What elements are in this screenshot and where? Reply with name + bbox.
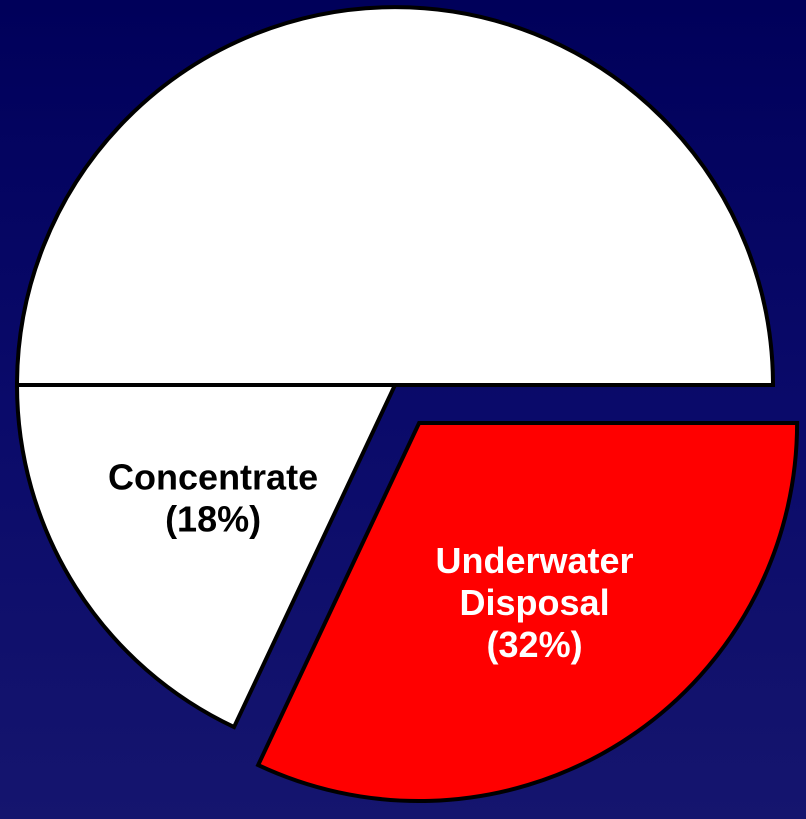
slice-label-value: (18%) [165, 498, 261, 539]
pie-slice [14, 383, 399, 730]
slice-label: Underwater Disposal (32%) [436, 539, 634, 664]
slice-label-value: (32%) [487, 623, 583, 664]
pie-slice [255, 420, 800, 803]
slice-label-name: Underwater Disposal [436, 539, 634, 622]
pie-slice [14, 5, 776, 387]
slice-label: Concentrate (18%) [108, 456, 318, 539]
slice-label-name: Concentrate [108, 456, 318, 497]
